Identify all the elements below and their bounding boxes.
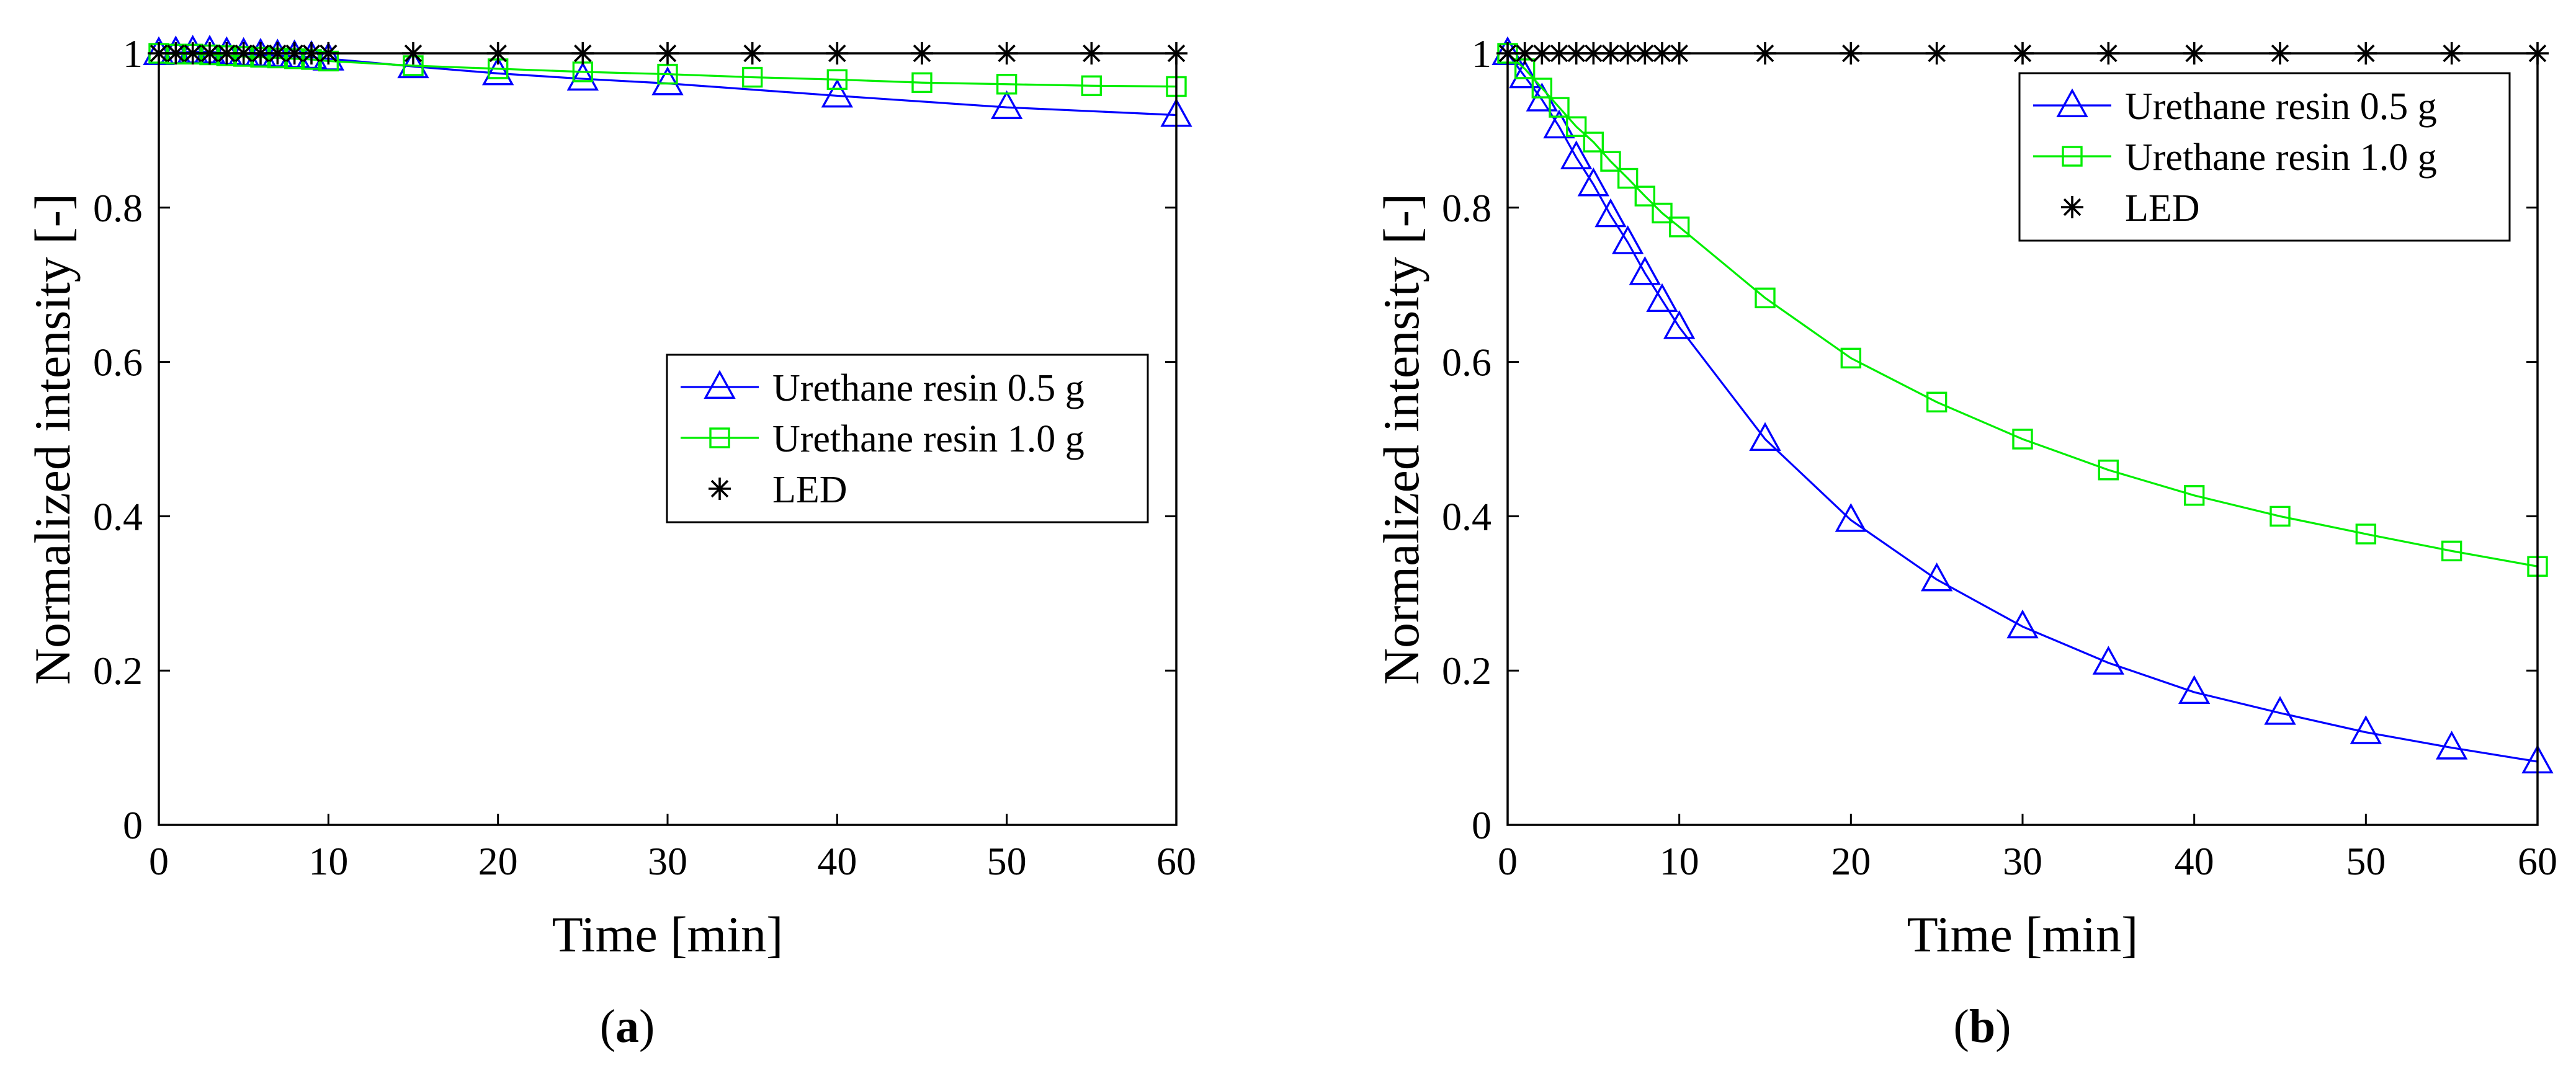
- panel-label: (b): [1954, 1000, 2011, 1052]
- data-point-series-2: [657, 63, 678, 85]
- legend-label-3: LED: [2125, 187, 2200, 229]
- data-point-series-2: [2441, 540, 2462, 562]
- data-point-series-1: [1646, 283, 1678, 313]
- data-point-series-1: [2006, 609, 2039, 639]
- axes-frame: [158, 52, 1178, 826]
- data-point-series-1: [1663, 310, 1696, 339]
- x-tick-label: 30: [648, 839, 687, 883]
- data-point-series-1: [1594, 198, 1627, 228]
- y-tick-label: 1: [1472, 32, 1491, 76]
- data-point-series-2: [1565, 116, 1587, 137]
- x-axis-label: Time [min]: [1907, 906, 2139, 963]
- data-point-series-2: [1634, 185, 1656, 207]
- legend: Urethane resin 0.5 g Urethane resin 1.0 g…: [666, 354, 1149, 523]
- data-point-series-2: [1617, 167, 1639, 189]
- x-tick-label: 60: [2518, 839, 2557, 883]
- data-point-series-2: [741, 66, 763, 88]
- data-point-series-1: [2350, 715, 2382, 744]
- data-point-series-2: [1755, 287, 1776, 309]
- panel-label: (a): [600, 1000, 655, 1052]
- y-axis-label: Normalized intensity [-]: [24, 194, 81, 685]
- data-point-series-1: [1508, 59, 1541, 89]
- data-point-series-1: [821, 78, 854, 108]
- data-point-series-1: [566, 61, 599, 91]
- data-point-series-2: [1600, 151, 1621, 172]
- data-point-series-2: [996, 74, 1017, 95]
- x-tick-label: 60: [1156, 839, 1196, 883]
- y-tick-label: 0.4: [93, 494, 143, 538]
- x-tick-label: 50: [2346, 839, 2386, 883]
- x-tick-label: 20: [478, 839, 518, 883]
- y-tick-label: 0: [1472, 803, 1491, 847]
- legend-label-1: Urethane resin 0.5 g: [772, 367, 1085, 409]
- data-point-series-1: [1577, 167, 1610, 197]
- legend-marker-1: [704, 370, 736, 399]
- chart-panel-a: 0 10 20 30 40 50 60 0 0.2 0.4 0.6 0.8 1 Time [min] Nor…: [24, 32, 1196, 1052]
- data-point-series-2: [1583, 131, 1604, 153]
- chart-panel-b: 0 10 20 30 40 50 60 0 0.2 0.4 0.6 0.8 1 Time [min] Nor…: [1373, 32, 2557, 1052]
- x-tick-label: 20: [1831, 839, 1871, 883]
- data-point-series-1: [1629, 256, 1661, 285]
- legend-marker-2: [2062, 146, 2083, 167]
- data-point-series-2: [911, 72, 932, 93]
- data-point-series-1: [2092, 646, 2125, 675]
- y-tick-label: 0: [123, 803, 143, 847]
- y-tick-label: 0.8: [1442, 186, 1491, 230]
- x-tick-label: 0: [149, 839, 169, 883]
- data-point-series-1: [651, 66, 684, 96]
- data-point-series-2: [826, 69, 848, 90]
- data-point-series-1: [1560, 140, 1593, 169]
- x-tick-label: 30: [2003, 839, 2042, 883]
- data-point-series-2: [2270, 505, 2291, 527]
- y-tick-label: 0.8: [93, 186, 143, 230]
- data-point-series-2: [1840, 347, 1862, 369]
- data-point-series-2: [2183, 485, 2205, 506]
- data-point-series-2: [1081, 75, 1102, 96]
- x-tick-label: 0: [1498, 839, 1518, 883]
- x-tick-label: 10: [308, 839, 348, 883]
- y-tick-label: 0.6: [93, 340, 143, 385]
- legend-label-2: Urethane resin 1.0 g: [772, 418, 1085, 460]
- x-tick-label: 50: [987, 839, 1027, 883]
- data-point-series-1: [990, 90, 1023, 120]
- legend-marker-3: [2061, 196, 2083, 218]
- data-point-series-2: [2012, 429, 2033, 450]
- data-point-series-1: [1749, 422, 1781, 451]
- data-point-series-2: [1652, 202, 1673, 224]
- legend-marker-1: [2056, 88, 2088, 117]
- data-point-series-1: [1611, 225, 1644, 254]
- y-axis-label: Normalized intensity [-]: [1373, 194, 1429, 685]
- axes-frame: [1506, 52, 2539, 826]
- data-point-series-2: [2098, 460, 2119, 481]
- data-point-series-1: [1835, 503, 1867, 532]
- data-point-series-2: [1531, 78, 1553, 99]
- legend-marker-2: [709, 427, 730, 448]
- data-point-series-1: [2264, 696, 2296, 725]
- legend-marker-3: [709, 478, 731, 500]
- x-tick-label: 10: [1660, 839, 1699, 883]
- legend: Urethane resin 0.5 g Urethane resin 1.0 g…: [2018, 72, 2511, 242]
- y-tick-label: 0.2: [93, 649, 143, 693]
- y-tick-label: 0.2: [1442, 649, 1491, 693]
- y-tick-label: 1: [123, 32, 143, 76]
- x-tick-label: 40: [2175, 839, 2214, 883]
- data-point-series-1: [1920, 562, 1953, 592]
- y-tick-label: 0.4: [1442, 494, 1491, 538]
- data-point-series-1: [481, 56, 514, 86]
- series-line-2: [1506, 52, 2538, 567]
- data-point-series-1: [2435, 731, 2468, 760]
- y-tick-label: 0.6: [1442, 340, 1491, 385]
- data-point-series-2: [1549, 97, 1570, 118]
- x-tick-label: 40: [817, 839, 857, 883]
- data-point-series-2: [2355, 523, 2377, 545]
- legend-label-3: LED: [772, 469, 847, 511]
- legend-label-2: Urethane resin 1.0 g: [2125, 136, 2437, 179]
- x-axis-label: Time [min]: [552, 906, 784, 963]
- data-point-series-2: [1668, 216, 1690, 238]
- data-point-series-2: [1926, 391, 1948, 412]
- legend-label-1: Urethane resin 0.5 g: [2125, 86, 2437, 128]
- data-point-series-1: [2178, 675, 2211, 705]
